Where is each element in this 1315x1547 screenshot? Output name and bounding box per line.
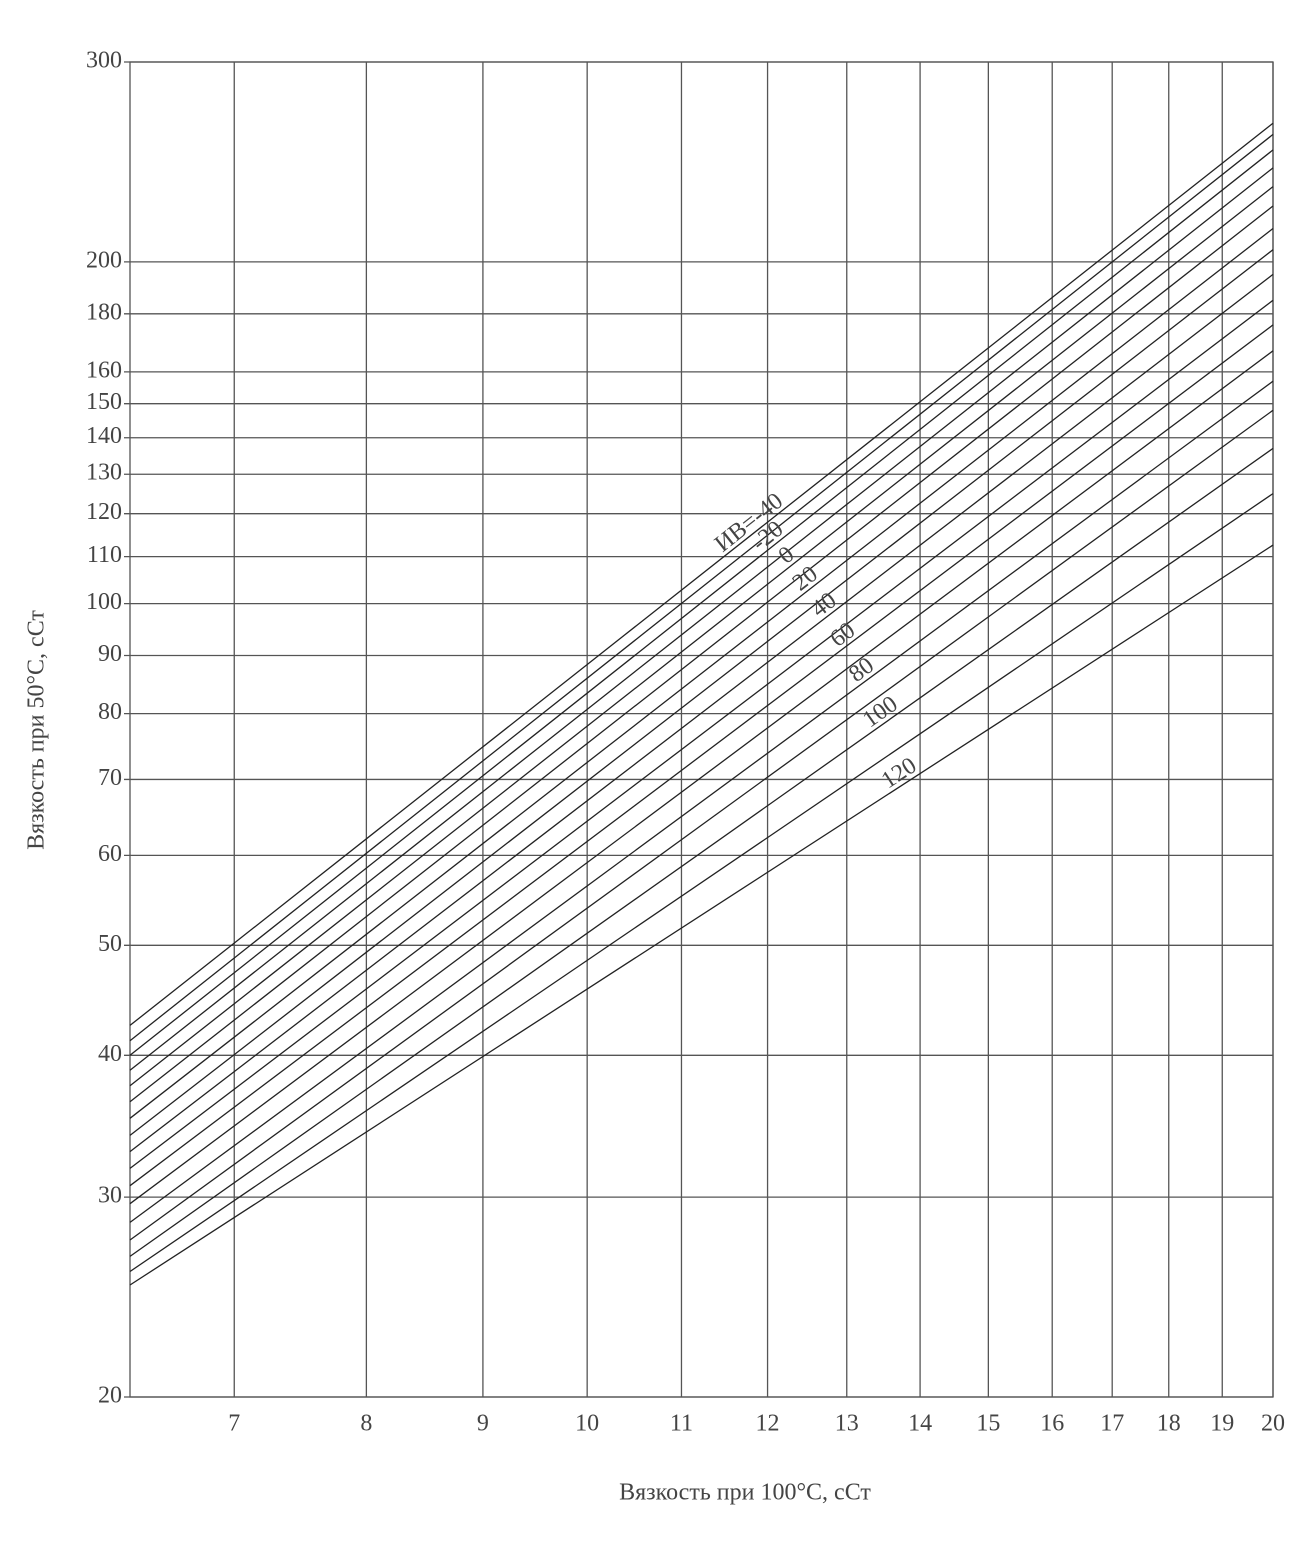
y-tick-label: 60	[98, 841, 122, 867]
x-tick-label: 10	[575, 1411, 599, 1437]
vi-line	[129, 227, 1274, 1119]
y-tick-label: 130	[86, 460, 122, 486]
x-axis-title: Вязкость при 100°С, сСт	[619, 1480, 871, 1506]
vi-line	[129, 493, 1274, 1273]
vi-line	[129, 205, 1274, 1103]
y-tick-label: 140	[86, 423, 122, 449]
x-tick-label: 14	[908, 1411, 932, 1437]
x-tick-label: 20	[1261, 1411, 1285, 1437]
y-tick-label: 80	[98, 699, 122, 725]
vi-line	[129, 122, 1274, 1026]
vi-line	[129, 380, 1274, 1223]
y-tick-label: 300	[86, 48, 122, 74]
line-label: 40	[807, 587, 842, 622]
y-axis-title: Вязкость при 50°С, сСт	[24, 610, 50, 850]
x-tick-label: 13	[835, 1411, 859, 1437]
y-tick-label: 90	[98, 641, 122, 667]
vi-line	[129, 273, 1274, 1153]
vi-line	[129, 149, 1274, 1056]
x-tick-label: 17	[1100, 1411, 1124, 1437]
line-label: 80	[844, 653, 879, 688]
vi-line	[129, 544, 1274, 1286]
vi-line	[129, 133, 1274, 1042]
y-tick-label: 30	[98, 1183, 122, 1209]
y-tick-label: 50	[98, 931, 122, 957]
vi-line	[129, 186, 1274, 1087]
x-tick-label: 18	[1157, 1411, 1181, 1437]
y-tick-label: 100	[86, 589, 122, 615]
y-tick-label: 110	[87, 542, 122, 568]
y-tick-label: 40	[98, 1041, 122, 1067]
vi-line	[129, 324, 1274, 1187]
vi-line	[129, 350, 1274, 1205]
y-tick-label: 160	[86, 357, 122, 383]
x-tick-label: 8	[360, 1411, 372, 1437]
x-tick-label: 12	[756, 1411, 780, 1437]
x-tick-label: 11	[670, 1411, 693, 1437]
y-tick-label: 20	[98, 1383, 122, 1409]
y-tick-label: 200	[86, 247, 122, 273]
y-tick-label: 150	[86, 389, 122, 415]
y-tick-label: 120	[86, 499, 122, 525]
x-tick-label: 7	[228, 1411, 240, 1437]
vi-line	[129, 249, 1274, 1136]
y-tick-label: 180	[86, 299, 122, 325]
vi-line	[129, 447, 1274, 1257]
vi-line	[129, 409, 1274, 1241]
line-label: 100	[858, 691, 902, 733]
vi-line	[129, 167, 1274, 1071]
line-label: 60	[825, 617, 860, 652]
y-tick-label: 70	[98, 765, 122, 791]
vi-line	[129, 299, 1274, 1169]
x-tick-label: 16	[1040, 1411, 1064, 1437]
x-tick-label: 15	[976, 1411, 1000, 1437]
x-tick-label: 9	[477, 1411, 489, 1437]
x-tick-label: 19	[1210, 1411, 1234, 1437]
